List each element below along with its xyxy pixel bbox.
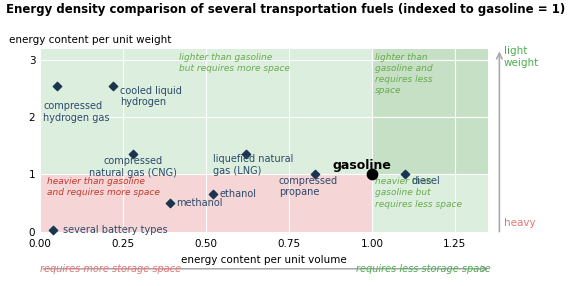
Bar xyxy=(372,174,488,232)
Text: lighter than gasoline
but requires more space: lighter than gasoline but requires more … xyxy=(180,53,290,73)
Text: diesel: diesel xyxy=(412,176,440,186)
Point xyxy=(367,172,377,177)
Text: compressed
propane: compressed propane xyxy=(279,176,338,197)
Text: heavier than gasoline
and requires more space: heavier than gasoline and requires more … xyxy=(47,177,160,197)
Point xyxy=(108,84,118,88)
Text: requires more storage space: requires more storage space xyxy=(40,264,181,274)
Text: gasoline: gasoline xyxy=(332,159,391,172)
Point xyxy=(129,152,138,157)
Bar xyxy=(40,49,372,174)
Point xyxy=(401,172,410,177)
Text: liquefied natural
gas (LNG): liquefied natural gas (LNG) xyxy=(212,154,293,176)
Point xyxy=(241,152,250,157)
Bar xyxy=(40,174,372,232)
Point xyxy=(208,192,217,197)
Text: energy content per unit weight: energy content per unit weight xyxy=(9,35,171,45)
Text: heavy: heavy xyxy=(504,218,536,228)
Text: light
weight: light weight xyxy=(504,46,539,68)
Text: Energy density comparison of several transportation fuels (indexed to gasoline =: Energy density comparison of several tra… xyxy=(6,3,565,16)
Point xyxy=(311,172,320,177)
Text: lighter than
gasoline and
requires less
space: lighter than gasoline and requires less … xyxy=(375,53,433,96)
Text: compressed
natural gas (CNG): compressed natural gas (CNG) xyxy=(89,156,177,178)
Point xyxy=(49,228,58,232)
Text: cooled liquid
hydrogen: cooled liquid hydrogen xyxy=(120,86,181,108)
Text: heavier than
gasoline but
requires less space: heavier than gasoline but requires less … xyxy=(375,177,462,208)
Text: methanol: methanol xyxy=(176,198,223,208)
Bar xyxy=(372,49,488,174)
Text: requires less storage space: requires less storage space xyxy=(356,264,491,274)
Text: several battery types: several battery types xyxy=(63,225,168,235)
X-axis label: energy content per unit volume: energy content per unit volume xyxy=(181,255,347,265)
Text: compressed
hydrogen gas: compressed hydrogen gas xyxy=(44,101,110,123)
Point xyxy=(165,201,174,205)
Text: ethanol: ethanol xyxy=(219,190,256,199)
Point xyxy=(52,84,61,88)
